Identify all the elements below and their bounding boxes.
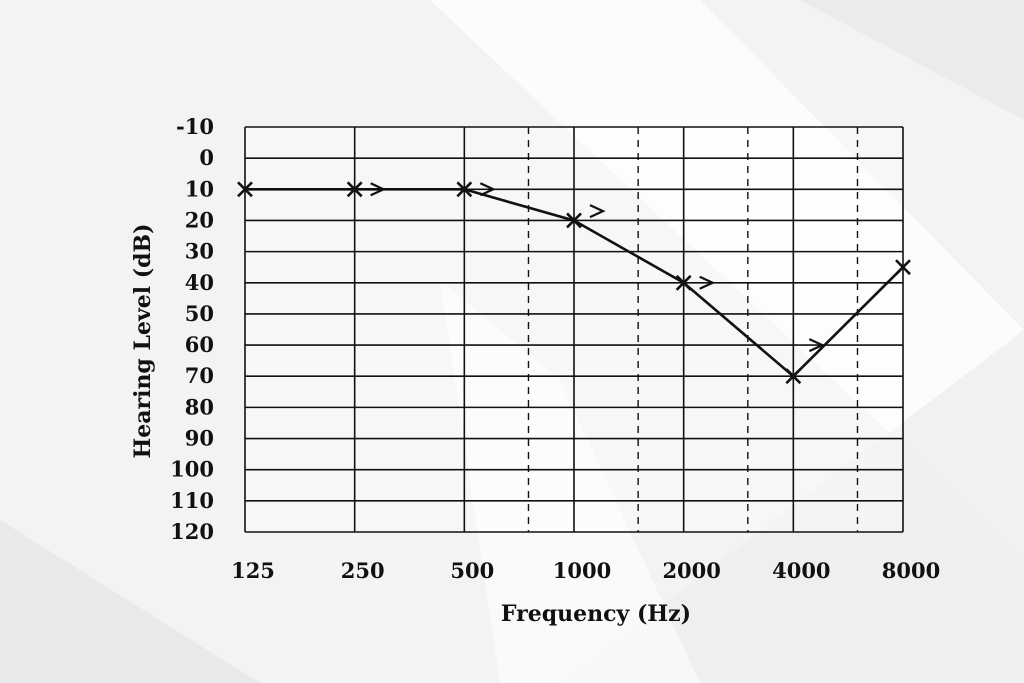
x-marker xyxy=(566,212,582,229)
x-marker-stroke xyxy=(346,181,363,198)
x-marker xyxy=(785,368,802,385)
y-tick-label: 20 xyxy=(185,207,214,232)
y-tick-label: 100 xyxy=(170,457,214,482)
y-tick-label: 80 xyxy=(185,394,214,419)
y-tick-label: 60 xyxy=(185,332,214,357)
x-marker xyxy=(237,181,253,198)
bone-conduction-marker xyxy=(479,182,496,197)
y-tick-label: 70 xyxy=(185,363,214,388)
x-marker-stroke xyxy=(456,181,473,198)
x-tick-label: 250 xyxy=(341,558,385,583)
y-tick-label: 40 xyxy=(185,270,214,295)
x-tick-label: 125 xyxy=(231,558,275,583)
y-tick-label: -10 xyxy=(176,114,214,139)
x-marker-stroke xyxy=(895,259,911,276)
series-markers xyxy=(237,181,911,385)
x-marker-stroke xyxy=(566,212,582,229)
y-tick-label: 90 xyxy=(185,426,214,451)
bone-conduction-marker xyxy=(699,275,716,290)
bone-conduction-marker xyxy=(808,338,825,353)
x-axis-label: Frequency (Hz) xyxy=(501,601,691,627)
x-tick-label: 2000 xyxy=(662,558,720,583)
y-axis-ticks: -10 0 10 20 30 40 50 60 70 80 90 100 110 120 xyxy=(170,114,214,544)
x-tick-label: 8000 xyxy=(882,558,940,583)
y-tick-label: 10 xyxy=(185,176,214,201)
x-marker xyxy=(456,181,473,198)
x-tick-label: 500 xyxy=(450,558,494,583)
x-tick-label: 1000 xyxy=(553,558,611,583)
y-axis-label: Hearing Level (dB) xyxy=(130,223,156,458)
x-marker xyxy=(675,274,692,291)
x-marker-stroke xyxy=(237,181,253,198)
y-tick-label: 0 xyxy=(199,145,214,170)
x-tick-label: 4000 xyxy=(772,558,830,583)
y-tick-label: 120 xyxy=(170,519,214,544)
x-marker xyxy=(346,181,363,198)
x-axis-ticks: 125 250 500 1000 2000 4000 8000 xyxy=(231,558,940,583)
y-tick-label: 30 xyxy=(185,239,214,264)
bone-conduction-marker xyxy=(370,182,387,197)
x-marker xyxy=(895,259,911,276)
y-tick-label: 110 xyxy=(170,488,214,513)
x-marker-stroke xyxy=(785,368,802,385)
y-tick-label: 50 xyxy=(185,301,214,326)
x-marker-stroke xyxy=(675,274,692,291)
bone-conduction-marker xyxy=(589,204,606,219)
